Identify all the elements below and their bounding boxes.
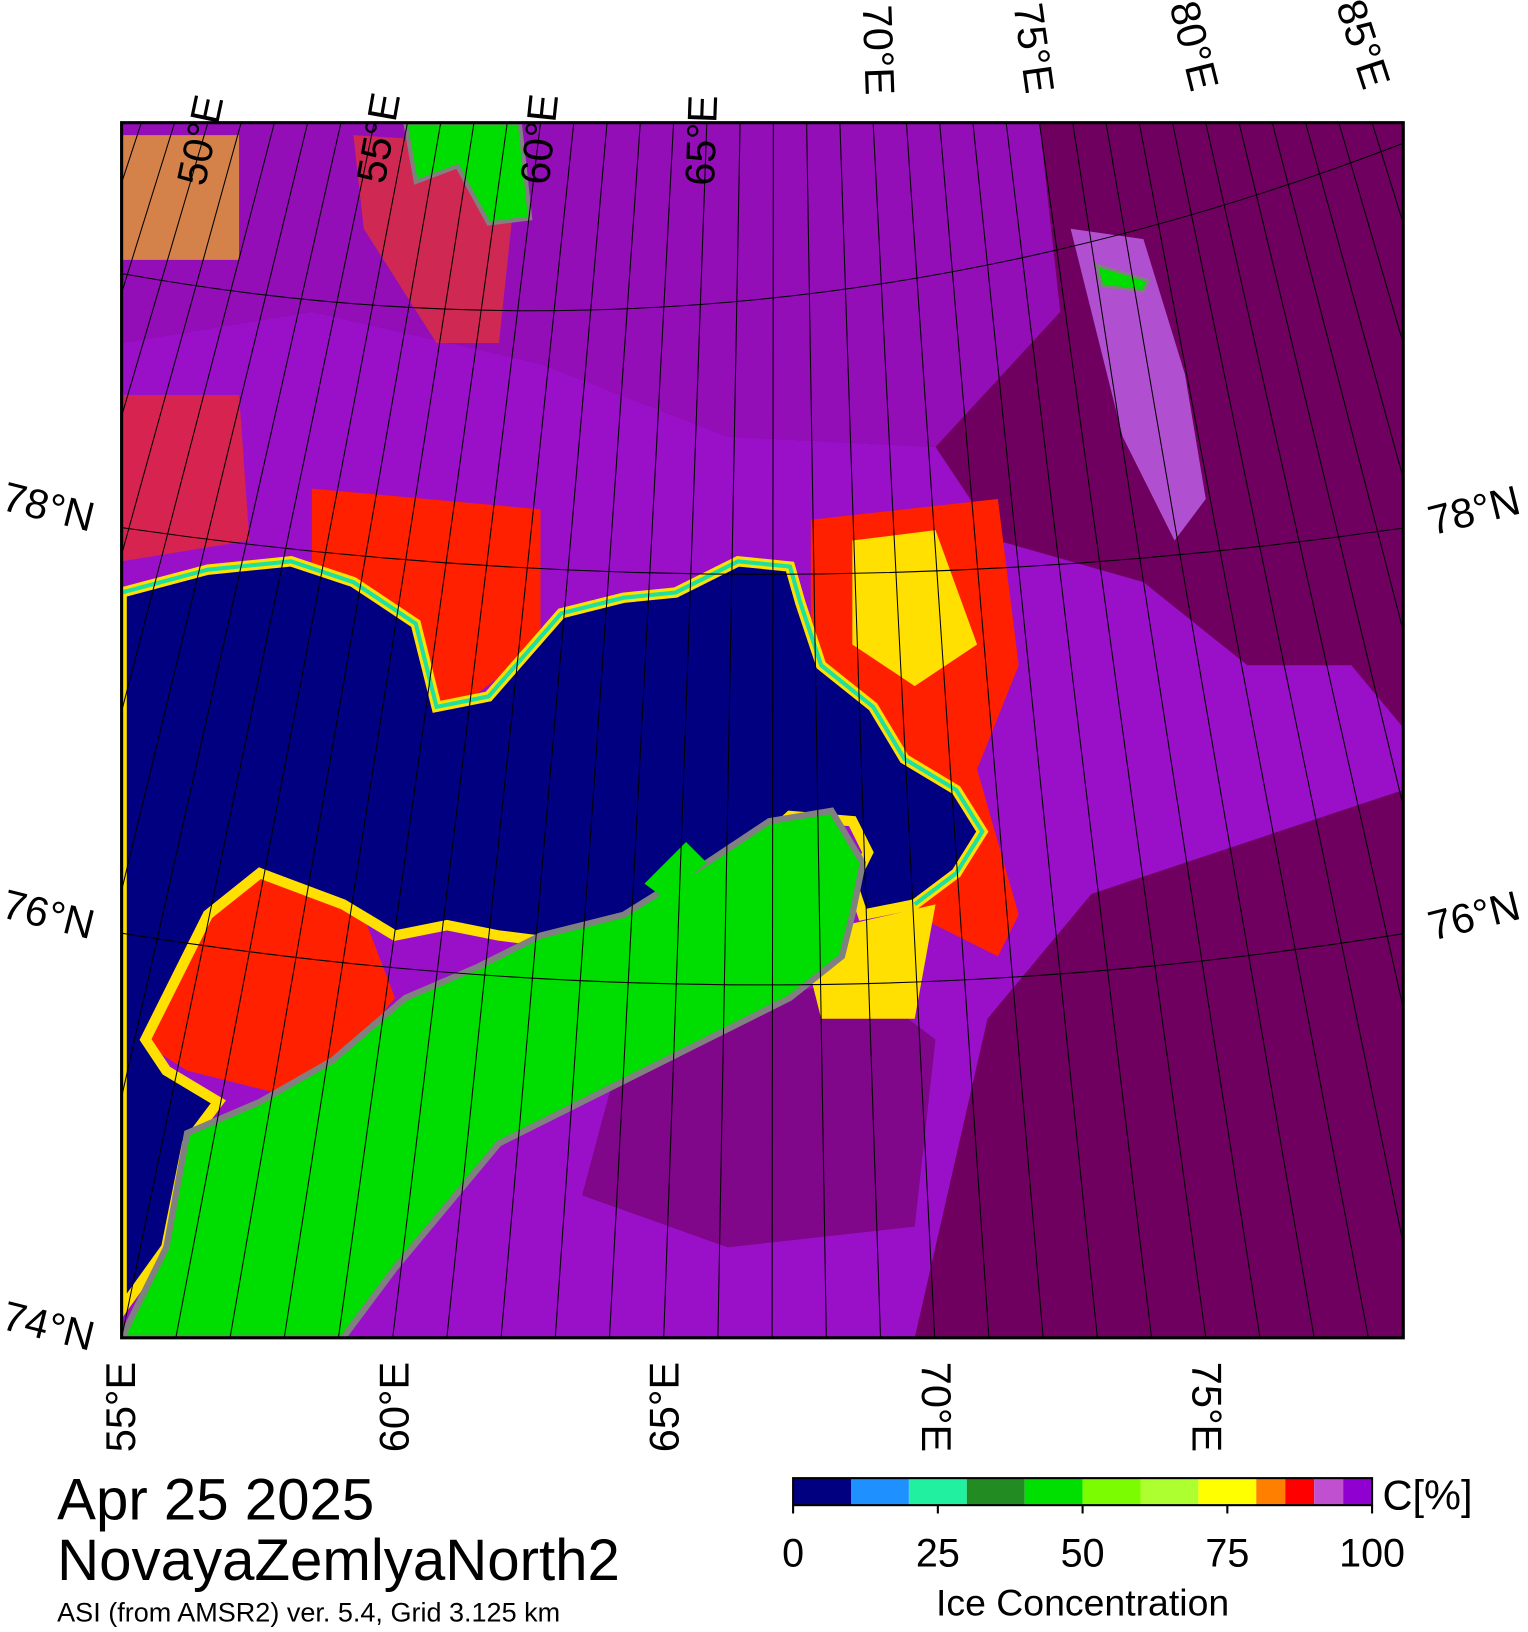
colorbar-segment [1198, 1478, 1257, 1506]
lon-label: 60°E [371, 1362, 418, 1453]
meridian [554, 122, 641, 1338]
colorbar-segment [851, 1478, 909, 1506]
lon-label: 65°E [676, 94, 726, 186]
lon-label: 70°E [854, 4, 904, 96]
ice-edge [121, 559, 985, 907]
colorbar-tick-label: 0 [782, 1531, 804, 1575]
map-labels: 50°E 55°E 60°E 65°E70°E 75°E 80°E 85°E55°E 60°E… [0, 0, 1525, 1452]
lon-label: 70°E [913, 1362, 960, 1453]
colorbar-tick-label: 25 [916, 1531, 960, 1575]
map-area [0, 122, 1528, 1338]
meridian [121, 122, 309, 893]
colorbar-segment [1140, 1478, 1199, 1506]
meridian [1439, 123, 1528, 1338]
meridian [121, 122, 242, 557]
land [1094, 262, 1151, 293]
ice-field [121, 122, 1061, 447]
parallel [121, 527, 1404, 575]
meridian [1138, 122, 1369, 1338]
meridian [1205, 122, 1404, 1011]
lon-label: 60°E [511, 92, 567, 187]
lat-label: 78°N [0, 472, 99, 540]
colorbar: 0 25 50 75 100 C[%] Ice Concentration [782, 1471, 1472, 1623]
region: NovayaZemlyaNorth2 [57, 1528, 620, 1593]
meridian [337, 122, 508, 1338]
date: Apr 25 2025 [57, 1468, 374, 1533]
ice-field [121, 395, 250, 562]
lat-label: 74°N [0, 1292, 99, 1360]
meridian [939, 122, 1044, 1338]
ice-field [121, 135, 240, 260]
ice-field [311, 488, 541, 718]
meridian [1005, 122, 1153, 1338]
lat-label: 76°N [0, 880, 99, 948]
source: ASI (from AMSR2) ver. 5.4, Grid 3.125 km [57, 1598, 560, 1628]
meridian [1038, 122, 1207, 1338]
lon-label: 75°E [1005, 0, 1064, 96]
parallel [121, 142, 1404, 312]
meridian [175, 122, 408, 1338]
meridian [1072, 122, 1261, 1338]
meridian [1405, 123, 1528, 1338]
meridian [972, 122, 1098, 1338]
meridian [1171, 122, 1404, 1247]
meridian [1305, 122, 1404, 481]
parallel [121, 932, 1404, 986]
colorbar-unit: C[%] [1382, 1471, 1472, 1518]
meridian [771, 122, 774, 1338]
meridian [1238, 122, 1404, 809]
colorbar-segment [966, 1478, 1025, 1506]
meridian [905, 122, 990, 1338]
meridian [1105, 122, 1315, 1338]
meridian [0, 123, 42, 1338]
meridian [1271, 122, 1404, 634]
land [644, 841, 707, 900]
meridian [1505, 123, 1528, 1338]
meridian [1472, 123, 1528, 1338]
colorbar-title: Ice Concentration [936, 1581, 1229, 1623]
meridian [121, 122, 209, 418]
ice-field [1070, 228, 1206, 541]
meridian [608, 122, 675, 1338]
colorbar-segment [793, 1478, 852, 1506]
meridian [392, 122, 542, 1338]
meridian [229, 122, 442, 1338]
ice-field [852, 530, 978, 687]
colorbar-segment [1256, 1478, 1286, 1506]
map-frame [120, 121, 1405, 1340]
graticule [0, 122, 1528, 1338]
lon-label: 55°E [97, 1362, 144, 1453]
meridian [0, 123, 75, 1338]
colorbar-segment [1343, 1478, 1373, 1506]
meridian [121, 122, 375, 1338]
meridian [500, 122, 608, 1338]
meridian [806, 122, 827, 1338]
lon-label: 80°E [1161, 0, 1229, 95]
lon-label: 65°E [641, 1362, 688, 1453]
meridian [121, 122, 342, 1100]
meridian [1338, 122, 1404, 346]
meridian [872, 122, 936, 1338]
colorbar-segment [908, 1478, 967, 1506]
lat-label: 78°N [1423, 476, 1524, 544]
colorbar-tick-label: 100 [1339, 1531, 1405, 1575]
meridian [0, 123, 108, 1338]
meridian [717, 122, 741, 1338]
meridian [446, 122, 575, 1338]
meridian [663, 122, 708, 1338]
lon-label: 85°E [1327, 0, 1400, 94]
colorbar-tick-label: 50 [1061, 1531, 1105, 1575]
colorbar-segment [1314, 1478, 1344, 1506]
colorbar-segment [1285, 1478, 1315, 1506]
colorbar-tick-label: 75 [1205, 1531, 1249, 1575]
lon-label: 75°E [1183, 1362, 1230, 1453]
meridian [0, 123, 8, 1338]
meridian [839, 122, 882, 1338]
colorbar-segment [1024, 1478, 1083, 1506]
colorbar-segment [1082, 1478, 1141, 1506]
meridian [283, 122, 475, 1338]
meridian [121, 122, 275, 714]
lat-label: 76°N [1423, 881, 1524, 949]
